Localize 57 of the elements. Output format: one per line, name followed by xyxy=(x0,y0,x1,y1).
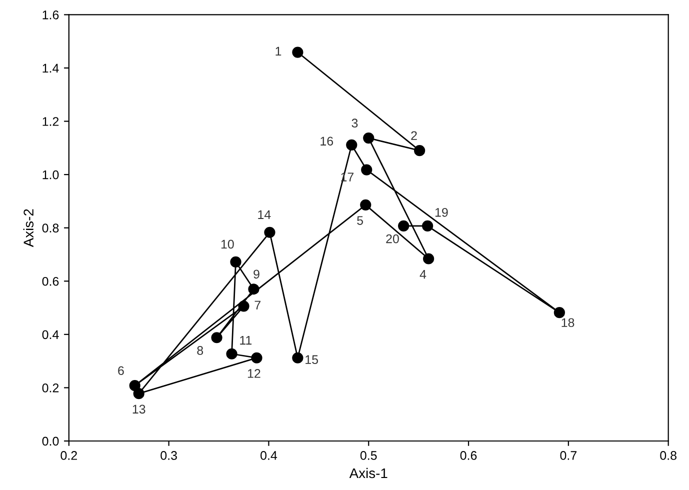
annotation: 8 xyxy=(197,346,204,355)
annotation: 6 xyxy=(118,366,124,376)
y-tick-label: 1.2 xyxy=(42,117,59,126)
point xyxy=(360,199,372,210)
y-tick-label: 1.0 xyxy=(42,170,59,180)
y-tick-label: 0.0 xyxy=(42,436,59,446)
x-tick-label: 0.7 xyxy=(560,451,576,460)
y-tick-label: 0.2 xyxy=(42,384,59,392)
x-tick-label: 0.4 xyxy=(260,451,278,460)
point xyxy=(346,139,358,151)
y-tick-label: 1.4 xyxy=(42,64,59,73)
annotation: 16 xyxy=(320,136,334,146)
point xyxy=(398,220,410,232)
x-tick-label: 0.3 xyxy=(160,451,177,460)
point xyxy=(423,253,434,264)
y-tick-label: 0.8 xyxy=(42,224,59,232)
point xyxy=(292,46,304,58)
x-axis-title: Axis-1 xyxy=(349,468,388,478)
annotation: 2 xyxy=(411,131,417,140)
y-axis-title: Axis-2 xyxy=(23,209,34,248)
point xyxy=(292,352,304,364)
point xyxy=(264,226,276,238)
annotation: 18 xyxy=(562,318,574,328)
annotation: 10 xyxy=(221,240,234,249)
annotation: 1 xyxy=(276,46,282,56)
point xyxy=(226,348,238,360)
y-tick-label: 0.4 xyxy=(42,330,59,340)
point xyxy=(554,307,565,318)
point xyxy=(211,332,222,344)
annotation: 19 xyxy=(435,208,448,217)
point xyxy=(248,284,260,295)
annotation: 14 xyxy=(258,210,271,219)
annotation: 5 xyxy=(357,216,364,225)
annotation: 13 xyxy=(132,404,146,414)
point xyxy=(251,352,262,364)
annotation: 9 xyxy=(254,270,260,279)
annotation: 7 xyxy=(254,300,260,310)
y-tick-label: 1.6 xyxy=(42,10,59,20)
point xyxy=(414,145,426,156)
x-tick-label: 0.2 xyxy=(60,451,77,460)
point xyxy=(230,256,242,268)
annotation: 20 xyxy=(386,234,399,244)
annotation: 11 xyxy=(240,336,252,345)
annotation: 4 xyxy=(420,270,426,279)
annotation: 12 xyxy=(248,369,260,378)
point xyxy=(422,220,434,232)
point xyxy=(238,300,250,312)
annotation: 15 xyxy=(306,355,318,364)
x-tick-label: 0.8 xyxy=(660,451,676,460)
annotation: 3 xyxy=(352,118,358,128)
point xyxy=(361,164,372,176)
point xyxy=(363,132,374,144)
point xyxy=(129,380,140,392)
x-tick-label: 0.5 xyxy=(360,451,377,460)
point xyxy=(133,388,144,400)
y-tick-label: 0.6 xyxy=(42,276,59,286)
x-tick-label: 0.6 xyxy=(460,451,477,460)
